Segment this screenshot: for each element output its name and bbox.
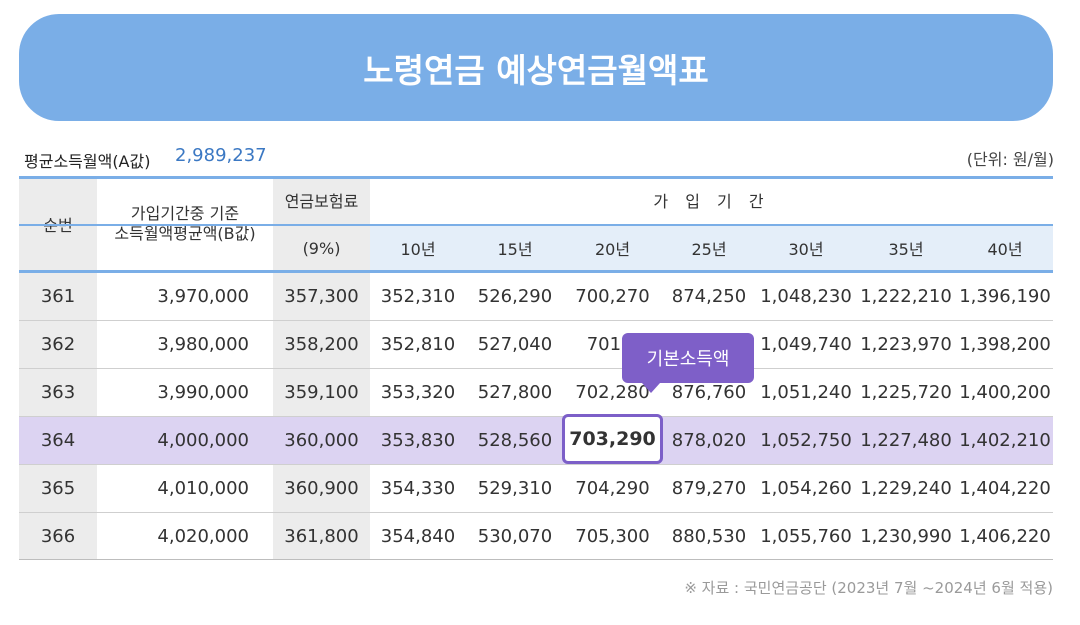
row-amount: 1,225,720 — [860, 381, 952, 403]
source-note: ※ 자료 : 국민연금공단 (2023년 7월 ~2024년 6월 적용) — [684, 579, 1053, 597]
row-seq: 366 — [19, 512, 97, 560]
header-base-line1: 가입기간중 기준 — [130, 204, 240, 223]
row-divider — [19, 416, 1053, 417]
row-amount: 880,530 — [671, 525, 747, 547]
row-amount: 1,223,970 — [860, 333, 952, 355]
row-amount: 1,049,740 — [760, 333, 852, 355]
header-year: 10년 — [370, 224, 466, 272]
row-amount: 1,227,480 — [855, 416, 957, 464]
row-amount: 353,830 — [370, 416, 466, 464]
row-premium: 360,900 — [273, 464, 370, 512]
row-amount: 1,054,260 — [760, 477, 852, 499]
row-amount: 705,300 — [575, 525, 650, 547]
row-amount: 1,406,220 — [959, 525, 1051, 547]
row-amount: 1,398,200 — [959, 333, 1051, 355]
row-base-income: 4,020,000 — [157, 525, 249, 547]
row-amount: 529,310 — [477, 477, 553, 499]
tooltip-label: 기본소득액 — [646, 349, 730, 370]
header-year: 35년 — [855, 224, 957, 272]
row-amount: 527,800 — [477, 381, 553, 403]
row-amount: 878,020 — [661, 416, 757, 464]
header-base-line2: 소득월액평균액(B값) — [114, 224, 256, 243]
header-year: 20년 — [564, 224, 661, 272]
row-amount: 1,052,750 — [757, 416, 855, 464]
header-period: 가 입 기 간 — [653, 192, 770, 211]
row-amount: 876,760 — [671, 381, 747, 403]
row-premium: 360,000 — [273, 416, 370, 464]
tooltip-pointer — [642, 383, 660, 393]
row-amount: 354,840 — [380, 525, 456, 547]
row-amount: 354,330 — [380, 477, 456, 499]
header-year: 40년 — [957, 224, 1053, 272]
row-base-income: 3,970,000 — [157, 285, 249, 307]
avg-income-label: 평균소득월액(A값) — [24, 152, 151, 171]
row-amount: 1,404,220 — [959, 477, 1051, 499]
header-premium: 연금보험료 — [273, 176, 370, 224]
row-base-income: 4,010,000 — [157, 477, 249, 499]
row-amount: 1,402,210 — [957, 416, 1053, 464]
row-amount: 526,290 — [477, 285, 553, 307]
row-divider — [19, 320, 1053, 321]
row-amount: 874,250 — [671, 285, 747, 307]
row-seq: 365 — [19, 464, 97, 512]
row-amount: 530,070 — [477, 525, 553, 547]
row-premium: 358,200 — [273, 320, 370, 368]
row-seq: 364 — [19, 416, 97, 464]
row-divider — [19, 270, 1053, 273]
row-amount: 1,051,240 — [760, 381, 852, 403]
row-divider — [19, 224, 1053, 226]
row-amount: 1,229,240 — [860, 477, 952, 499]
row-amount: 700,270 — [575, 285, 650, 307]
highlight-cell: 703,290 — [562, 414, 663, 464]
row-seq: 363 — [19, 368, 97, 416]
table-meta: 평균소득월액(A값) 2,989,237 (단위: 원/월) — [24, 144, 1054, 171]
header-year: 25년 — [661, 224, 757, 272]
row-amount: 528,560 — [466, 416, 564, 464]
page-title: 노령연금 예상연금월액표 — [363, 50, 709, 90]
row-base-income: 4,000,000 — [97, 416, 273, 464]
unit-label: (단위: 원/월) — [966, 150, 1054, 169]
row-divider — [19, 368, 1053, 369]
row-amount: 527,040 — [477, 333, 553, 355]
row-amount: 1,230,990 — [860, 525, 952, 547]
row-seq: 361 — [19, 272, 97, 320]
header-base-income: 가입기간중 기준 소득월액평균액(B값) — [97, 176, 273, 272]
row-base-income: 3,990,000 — [157, 381, 249, 403]
row-amount: 1,048,230 — [760, 285, 852, 307]
row-amount: 353,320 — [380, 381, 456, 403]
row-amount: 352,810 — [380, 333, 456, 355]
row-divider — [19, 559, 1053, 560]
row-divider — [19, 512, 1053, 513]
row-amount: 879,270 — [671, 477, 747, 499]
avg-income-value: 2,989,237 — [175, 145, 267, 166]
row-amount: 1,396,190 — [959, 285, 1051, 307]
row-divider — [19, 464, 1053, 465]
row-amount: 1,222,210 — [860, 285, 952, 307]
title-banner: 노령연금 예상연금월액표 — [19, 14, 1053, 121]
header-premium-rate: (9%) — [273, 224, 370, 272]
header-year: 30년 — [757, 224, 855, 272]
row-premium: 357,300 — [273, 272, 370, 320]
row-amount: 704,290 — [575, 477, 650, 499]
row-amount: 702,280 — [575, 381, 650, 403]
row-base-income: 3,980,000 — [157, 333, 249, 355]
row-amount: 352,310 — [380, 285, 456, 307]
row-amount: 1,055,760 — [760, 525, 852, 547]
row-premium: 359,100 — [273, 368, 370, 416]
header-year: 15년 — [466, 224, 564, 272]
tooltip-basic-income: 기본소득액 — [622, 333, 754, 393]
row-amount: 1,400,200 — [959, 381, 1051, 403]
row-divider — [19, 176, 1053, 179]
row-premium: 361,800 — [273, 512, 370, 560]
row-seq: 362 — [19, 320, 97, 368]
